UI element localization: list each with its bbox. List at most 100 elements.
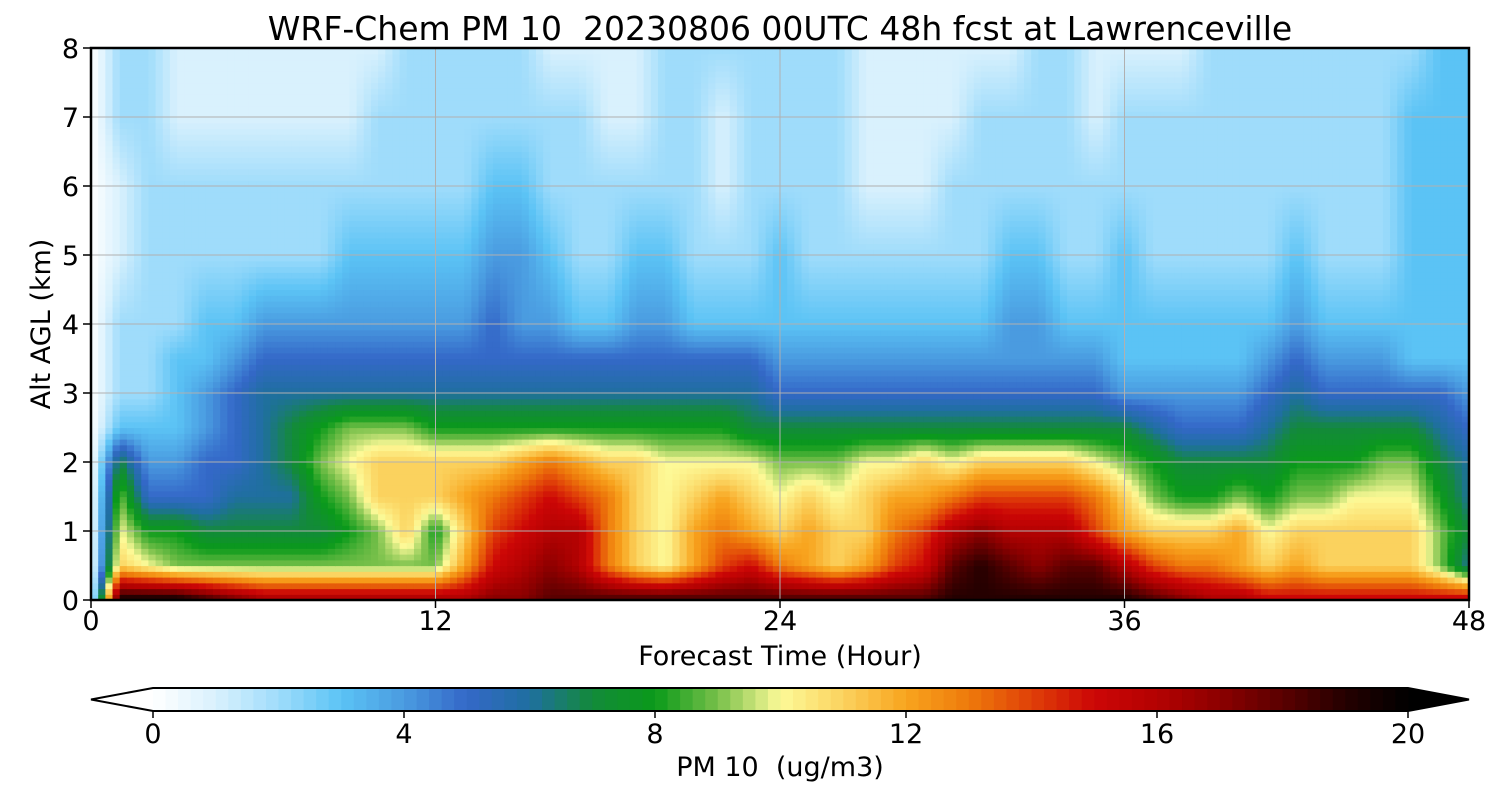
field-cell: [363, 462, 372, 469]
field-cell: [335, 456, 343, 463]
field-cell: [593, 548, 602, 555]
field-cell: [112, 548, 121, 555]
field-cell: [1160, 548, 1169, 555]
field-cell: [1411, 467, 1420, 475]
field-cell: [1368, 479, 1377, 486]
field-cell: [457, 479, 465, 486]
field-cell: [1088, 577, 1097, 584]
field-cell: [1368, 571, 1377, 578]
field-cell: [866, 502, 874, 509]
field-cell: [1160, 525, 1169, 532]
field-cell: [1447, 577, 1456, 584]
field-cell: [801, 542, 810, 549]
field-cell: [1433, 542, 1441, 549]
field-cell: [1052, 531, 1061, 538]
field-cell: [234, 542, 243, 549]
field-cell: [535, 473, 544, 480]
field-cell: [234, 554, 243, 561]
field-cell: [1024, 542, 1032, 549]
field-cell: [607, 485, 616, 492]
field-cell: [220, 582, 228, 590]
field-cell: [1397, 456, 1406, 463]
field-cell: [1339, 502, 1348, 509]
field-cell: [1074, 496, 1083, 503]
field-cell: [413, 485, 422, 492]
field-cell: [535, 525, 544, 532]
field-cell: [399, 565, 408, 572]
field-cell: [98, 496, 106, 503]
field-cell: [1117, 502, 1126, 509]
field-cell: [980, 519, 989, 526]
field-cell: [1397, 531, 1406, 538]
field-cell: [650, 594, 659, 601]
field-cell: [1311, 577, 1319, 584]
field-cell: [1067, 508, 1075, 515]
field-cell: [349, 467, 358, 475]
field-cell: [98, 462, 106, 469]
field-cell: [213, 456, 221, 463]
field-cell: [780, 531, 788, 538]
field-cell: [1167, 525, 1176, 532]
field-cell: [1418, 496, 1427, 503]
field-cell: [428, 588, 437, 595]
field-cell: [306, 571, 315, 578]
field-cell: [607, 496, 616, 503]
field-cell: [1146, 571, 1154, 578]
field-cell: [980, 548, 989, 555]
field-cell: [335, 536, 343, 544]
field-cell: [1189, 467, 1197, 475]
field-cell: [363, 485, 372, 492]
field-cell: [535, 496, 544, 503]
field-cell: [1289, 554, 1298, 561]
field-cell: [263, 554, 272, 561]
field-cell: [858, 536, 867, 544]
field-cell: [858, 588, 867, 595]
field-cell: [657, 456, 666, 463]
field-cell: [349, 450, 358, 457]
field-cell: [665, 548, 673, 555]
field-cell: [952, 525, 961, 532]
field-cell: [665, 473, 673, 480]
field-cell: [1454, 548, 1463, 555]
field-cell: [1203, 467, 1212, 475]
field-cell: [1189, 588, 1197, 595]
field-cell: [256, 502, 264, 509]
field-cell: [801, 462, 810, 469]
field-cell: [636, 525, 645, 532]
field-cell: [866, 531, 874, 538]
field-cell: [736, 559, 745, 567]
field-cell: [378, 536, 386, 544]
field-cell: [1102, 490, 1111, 498]
field-cell: [1095, 536, 1104, 544]
field-cell: [1024, 594, 1032, 601]
field-cell: [327, 559, 336, 567]
field-cell: [851, 473, 860, 480]
field-cell: [342, 490, 350, 498]
field-cell: [191, 594, 200, 601]
field-cell: [995, 462, 1004, 469]
field-cell: [1117, 571, 1126, 578]
field-cell: [880, 450, 889, 457]
field-cell: [808, 502, 817, 509]
field-cell: [421, 554, 429, 561]
field-cell: [1002, 502, 1011, 509]
field-cell: [1346, 473, 1355, 480]
field-cell: [1411, 571, 1420, 578]
field-cell: [442, 542, 451, 549]
field-cell: [428, 508, 437, 515]
field-cell: [736, 565, 745, 572]
field-cell: [787, 450, 795, 457]
field-cell: [1217, 490, 1226, 498]
field-cell: [937, 485, 946, 492]
field-cell: [1110, 467, 1118, 475]
field-cell: [1181, 473, 1190, 480]
field-cell: [1239, 594, 1248, 601]
field-cell: [1361, 502, 1370, 509]
field-cell: [1038, 559, 1047, 567]
field-cell: [500, 479, 508, 486]
field-cell: [1067, 462, 1075, 469]
field-cell: [1232, 485, 1240, 492]
field-cell: [234, 577, 243, 584]
field-cell: [277, 508, 286, 515]
field-cell: [299, 536, 307, 544]
